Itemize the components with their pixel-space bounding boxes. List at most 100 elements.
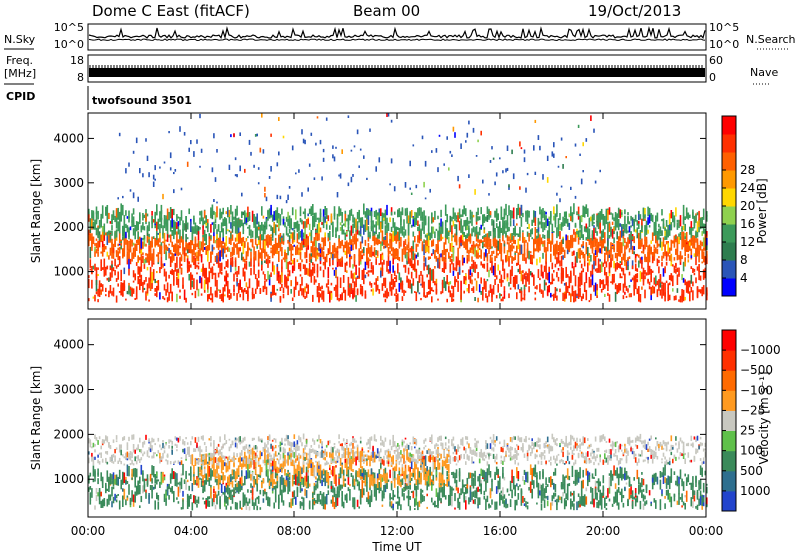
heatmap-cell [437,215,439,220]
heatmap-cell [531,237,533,240]
heatmap-cell [256,244,258,249]
heatmap-cell [384,246,387,249]
heatmap-cell [508,205,510,216]
heatmap-cell [455,279,458,283]
heatmap-cell [156,221,158,232]
heatmap-cell [211,459,214,465]
heatmap-cell [105,246,107,250]
heatmap-cell [668,294,671,301]
heatmap-cell [375,258,377,264]
heatmap-cell [573,266,575,276]
heatmap-cell [176,222,178,228]
heatmap-cell [363,155,365,159]
heatmap-cell [301,192,303,197]
heatmap-cell [400,223,402,234]
heatmap-cell [534,119,537,123]
heatmap-cell [278,467,280,473]
heatmap-cell [516,208,518,220]
heatmap-cell [264,186,266,192]
heatmap-cell [319,243,322,249]
heatmap-cell [190,458,192,464]
heatmap-cell [468,228,470,236]
heatmap-cell [427,256,430,260]
heatmap-cell [448,167,450,171]
heatmap-cell [638,211,640,221]
heatmap-cell [353,291,356,298]
heatmap-cell [483,235,486,238]
heatmap-cell [254,445,257,450]
heatmap-cell [279,463,282,470]
heatmap-cell [145,478,147,481]
heatmap-cell [92,442,95,448]
heatmap-cell [543,246,546,253]
heatmap-cell [139,458,141,463]
heatmap-cell [151,279,153,289]
heatmap-cell [650,240,652,244]
heatmap-cell [128,257,130,269]
heatmap-cell [622,253,625,261]
heatmap-cell [580,215,583,223]
heatmap-cell [480,277,482,284]
heatmap-cell [591,273,594,286]
heatmap-cell [664,292,666,302]
heatmap-cell [253,255,255,260]
heatmap-cell [194,480,197,483]
heatmap-cell [656,212,659,222]
heatmap-cell [491,219,493,226]
heatmap-cell [431,287,433,292]
heatmap-cell [274,212,277,221]
heatmap-cell [509,247,512,258]
heatmap-cell [380,243,382,252]
heatmap-cell [528,273,530,285]
heatmap-cell [307,285,309,288]
heatmap-cell [499,270,501,275]
heatmap-cell [363,268,365,274]
heatmap-cell [509,287,512,290]
heatmap-cell [241,507,243,510]
heatmap-cell [376,238,379,246]
heatmap-cell [287,194,289,200]
heatmap-cell [469,209,472,220]
heatmap-cell [92,456,95,461]
heatmap-cell [210,267,212,274]
heatmap-cell [165,271,167,282]
heatmap-cell [706,250,708,258]
heatmap-cell [630,293,632,298]
heatmap-cell [682,289,685,302]
heatmap-cell [305,291,308,298]
heatmap-cell [622,238,625,247]
heatmap-cell [614,291,617,302]
heatmap-cell [341,224,343,235]
heatmap-cell [655,283,657,287]
heatmap-cell [466,238,469,247]
heatmap-cell [492,227,495,239]
heatmap-cell [687,212,690,220]
heatmap-cell [359,234,362,237]
heatmap-cell [242,229,245,235]
heatmap-cell [449,230,452,233]
heatmap-cell [148,221,150,232]
heatmap-cell [247,212,249,222]
heatmap-cell [636,288,639,295]
heatmap-cell [550,241,552,252]
heatmap-cell [135,290,138,300]
heatmap-cell [410,260,413,269]
heatmap-cell [585,204,588,214]
heatmap-cell [230,205,232,215]
heatmap-cell [397,293,399,302]
heatmap-cell [495,275,498,280]
heatmap-cell [517,238,520,250]
heatmap-cell [333,287,336,291]
heatmap-cell [550,292,552,298]
heatmap-cell [169,487,172,493]
heatmap-cell [446,136,448,140]
heatmap-cell [123,488,126,500]
heatmap-cell [590,293,592,301]
heatmap-cell [183,448,186,454]
heatmap-cell [298,263,300,270]
heatmap-cell [624,245,626,256]
heatmap-cell [143,226,146,231]
heatmap-cell [177,226,180,235]
heatmap-cell [278,459,280,465]
heatmap-cell [366,249,368,258]
